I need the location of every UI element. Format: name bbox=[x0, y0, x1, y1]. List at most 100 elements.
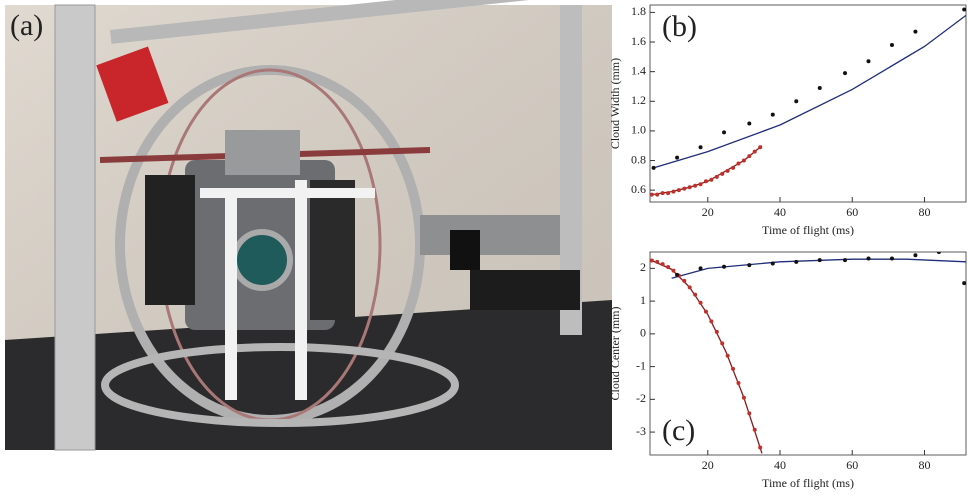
data-point bbox=[752, 427, 757, 432]
y-tick-label: -1 bbox=[636, 358, 646, 372]
data-point bbox=[693, 292, 698, 297]
y-axis-label: Cloud Width (mm) bbox=[608, 58, 622, 149]
data-point bbox=[682, 186, 687, 191]
x-axis-label: Time of flight (ms) bbox=[762, 476, 854, 490]
data-point bbox=[736, 161, 741, 166]
data-point bbox=[889, 42, 894, 47]
data-point bbox=[770, 112, 775, 117]
x-axis-label: Time of flight (ms) bbox=[762, 223, 854, 237]
data-point bbox=[650, 192, 654, 197]
data-point bbox=[698, 266, 703, 271]
data-point bbox=[709, 177, 714, 182]
data-point bbox=[741, 395, 746, 400]
x-tick-label: 40 bbox=[774, 458, 786, 472]
data-point bbox=[725, 353, 730, 358]
plot-frame bbox=[649, 4, 967, 203]
data-point bbox=[698, 145, 703, 150]
data-point bbox=[671, 189, 676, 194]
data-point bbox=[741, 158, 746, 163]
viewport bbox=[231, 229, 293, 291]
data-point bbox=[687, 285, 692, 290]
y-tick-label: 1.0 bbox=[631, 123, 646, 137]
data-point bbox=[676, 188, 681, 193]
data-point bbox=[714, 174, 719, 179]
plot-frame bbox=[649, 251, 967, 456]
x-tick-label: 60 bbox=[846, 458, 858, 472]
optics bbox=[310, 180, 355, 320]
data-point bbox=[758, 445, 763, 450]
bracket bbox=[200, 188, 375, 198]
y-tick-label: -2 bbox=[636, 391, 646, 405]
y-tick-label: 0 bbox=[640, 326, 646, 340]
data-point bbox=[747, 411, 752, 416]
data-point bbox=[747, 154, 752, 159]
y-tick-label: -3 bbox=[636, 424, 646, 438]
bracket bbox=[225, 195, 237, 400]
y-tick-label: 1.4 bbox=[631, 63, 646, 77]
y-tick-label: 2 bbox=[640, 260, 646, 274]
x-tick-label: 80 bbox=[918, 205, 930, 219]
mount bbox=[470, 270, 580, 310]
data-point bbox=[682, 278, 687, 283]
data-point bbox=[794, 99, 799, 104]
data-point bbox=[720, 341, 725, 346]
x-tick-label: 80 bbox=[918, 458, 930, 472]
data-point bbox=[725, 168, 730, 173]
x-tick-label: 40 bbox=[774, 205, 786, 219]
frame-bar bbox=[109, 0, 589, 44]
data-point bbox=[913, 253, 918, 258]
y-tick-label: 1.2 bbox=[631, 93, 646, 107]
y-axis-label: Cloud Center (mm) bbox=[608, 307, 622, 401]
data-point bbox=[675, 155, 680, 160]
y-tick-label: 1.6 bbox=[631, 34, 646, 48]
data-point bbox=[650, 258, 654, 263]
panel-label: (a) bbox=[10, 9, 43, 42]
data-point bbox=[913, 29, 918, 34]
red-box bbox=[96, 46, 169, 122]
data-point bbox=[698, 182, 703, 187]
data-point bbox=[866, 59, 871, 64]
y-tick-label: 0.8 bbox=[631, 152, 646, 166]
data-point bbox=[675, 272, 680, 277]
breadboard bbox=[420, 215, 560, 255]
data-point bbox=[666, 191, 671, 196]
data-point bbox=[752, 149, 757, 154]
data-point bbox=[722, 264, 727, 269]
data-point bbox=[770, 261, 775, 266]
x-tick-label: 20 bbox=[702, 458, 714, 472]
photo: (a) bbox=[5, 0, 612, 451]
y-tick-label: 1.8 bbox=[631, 4, 646, 18]
data-point bbox=[651, 165, 656, 170]
x-tick-label: 60 bbox=[846, 205, 858, 219]
data-point bbox=[660, 191, 665, 196]
y-tick-label: 0.6 bbox=[631, 182, 646, 196]
data-point bbox=[843, 258, 848, 263]
data-point bbox=[655, 192, 660, 197]
data-point bbox=[936, 252, 941, 254]
ring bbox=[101, 343, 459, 427]
data-point bbox=[747, 121, 752, 126]
camera bbox=[450, 230, 480, 270]
chamber-top bbox=[225, 130, 300, 175]
fit-line bbox=[653, 14, 966, 169]
bracket bbox=[295, 180, 307, 400]
data-point bbox=[693, 183, 698, 188]
data-point bbox=[817, 85, 822, 90]
data-point bbox=[736, 380, 741, 385]
data-point bbox=[671, 268, 676, 273]
data-point bbox=[962, 281, 966, 286]
frame-post bbox=[54, 4, 96, 451]
x-tick-label: 20 bbox=[702, 205, 714, 219]
data-point bbox=[655, 259, 660, 264]
data-point bbox=[747, 263, 752, 268]
data-point bbox=[660, 262, 665, 267]
data-point bbox=[698, 300, 703, 305]
data-point bbox=[666, 265, 671, 270]
data-point bbox=[731, 165, 736, 170]
data-point bbox=[817, 258, 822, 263]
y-tick-label: 1 bbox=[640, 293, 646, 307]
data-point bbox=[866, 256, 871, 261]
data-point bbox=[722, 130, 727, 135]
data-point bbox=[703, 179, 708, 184]
